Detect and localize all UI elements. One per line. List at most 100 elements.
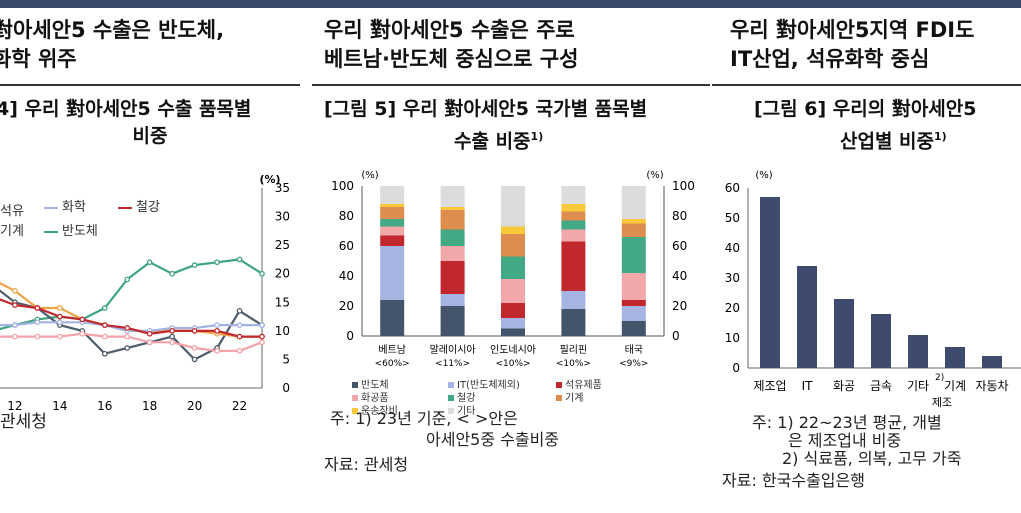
data-point (34, 305, 41, 311)
axis-label: 제조 (932, 396, 952, 408)
legend-swatch (44, 230, 58, 233)
figure-title: [그림 6] 우리의 對아세안5 산업별 비중1) (754, 96, 1021, 155)
legend-item: 철강 (448, 389, 475, 404)
x-tick-label: 화공 (833, 379, 855, 393)
bar-segment (380, 300, 405, 336)
y-tick-label: 40 (725, 241, 740, 255)
legend-item: 화공품 (352, 389, 389, 404)
bar-segment (621, 186, 646, 219)
legend-item: 기타 (448, 402, 475, 417)
y-tick-label: 0 (732, 361, 740, 375)
data-point (146, 339, 153, 346)
figure-title-line-1: [그림 5] 우리 對아세안5 국가별 품목별 (324, 98, 648, 120)
x-tick-share: <10%> (495, 359, 530, 369)
heading-line-1: 對아세안5 수출은 반도체, (0, 18, 225, 42)
data-point (146, 259, 153, 266)
y-tick-label-right: 100 (672, 179, 695, 193)
y-tick-label-right: 0 (672, 329, 680, 343)
x-tick-share: <9%> (619, 359, 648, 369)
figure-title: [그림 5] 우리 對아세안5 국가별 품목별 수출 비중1) (324, 96, 710, 155)
bar-segment (380, 235, 405, 246)
figure-title-line-2: 비중 (132, 125, 168, 147)
y-tick-label: 20 (725, 301, 740, 315)
bar-segment (561, 229, 586, 242)
bar-segment (561, 220, 586, 230)
bar-segment (380, 219, 405, 227)
x-tick-label: IT (802, 379, 814, 393)
section-rule (0, 84, 300, 86)
legend-swatch (448, 395, 454, 401)
y-tick-label: 30 (275, 210, 290, 224)
bar-segment (621, 321, 646, 336)
data-point (191, 262, 198, 268)
heading-line-2: 베트남·반도체 중심으로 구성 (324, 47, 579, 71)
panel-fdi-share-by-industry: 우리 對아세안5지역 FDI도 IT산업, 석유화학 중심 [그림 6] 우리의… (712, 8, 1021, 513)
bar-segment (561, 211, 586, 221)
y-tick-label-right: 40 (672, 269, 687, 283)
footnote-line-1: 주: 1) 23년 기준, < >안은 (330, 409, 518, 428)
data-point (236, 308, 243, 314)
data-point (12, 302, 18, 308)
data-point (12, 288, 18, 294)
unit-label: (%) (259, 173, 280, 186)
bar-segment (621, 219, 646, 224)
x-tick-label: 18 (142, 399, 157, 413)
legend-item: 운송장비 (352, 402, 398, 417)
heading-line-2: IT산업, 석유화학 중심 (730, 47, 930, 71)
legend-label: 반도체 (361, 380, 389, 391)
data-point (101, 322, 108, 328)
y-tick-label-right: 80 (672, 209, 687, 223)
data-point (56, 305, 63, 311)
unit-label-left: (%) (361, 170, 378, 181)
footnote-mark: 1) (934, 130, 947, 143)
bar-segment (561, 291, 586, 309)
y-tick-label: 0 (282, 381, 290, 395)
y-tick-label: 35 (275, 181, 290, 195)
data-point (34, 333, 41, 340)
legend-item: 기계 (556, 389, 583, 404)
series-line (0, 282, 262, 338)
y-tick-label: 50 (725, 211, 740, 225)
bar-segment (380, 246, 405, 300)
data-point (56, 319, 63, 326)
y-tick-label-left: 100 (331, 179, 354, 193)
data-point (169, 328, 176, 334)
x-tick-label: 제조업 (753, 379, 786, 393)
bar-segment (501, 303, 525, 318)
legend-label: 반도체 (62, 224, 98, 239)
data-point (214, 348, 220, 354)
section-heading: 우리 對아세안5지역 FDI도 IT산업, 석유화학 중심 (730, 16, 974, 74)
x-tick-label: 22 (232, 399, 247, 413)
section-heading: 對아세안5 수출은 반도체, 화학 위주 (0, 16, 224, 74)
data-point (259, 270, 265, 277)
x-tick-share: <60%> (375, 359, 410, 369)
section-heading: 우리 對아세안5 수출은 주로 베트남·반도체 중심으로 구성 (324, 16, 578, 74)
data-point (124, 276, 131, 283)
legend-label: 철강 (457, 393, 476, 404)
bar-segment (501, 186, 525, 227)
legend-label: 운송장비 (361, 406, 398, 417)
legend-label: 화공품 (361, 393, 389, 404)
x-tick-label: 말레이시아 (430, 344, 476, 356)
legend-label: 기계 (0, 224, 24, 239)
y-tick-label: 20 (275, 267, 290, 281)
data-point (214, 322, 220, 328)
legend-label: 화학 (62, 200, 86, 215)
legend-swatch (352, 382, 358, 388)
x-tick-share: <10%> (556, 359, 591, 369)
y-tick-label: 5 (282, 352, 290, 366)
x-tick-share: <11%> (435, 359, 470, 369)
bar-segment (380, 226, 405, 236)
legend-item: 석유제품 (556, 376, 602, 391)
bar-segment (501, 279, 525, 303)
bar-segment (440, 210, 465, 230)
bar-segment (501, 256, 525, 279)
data-point (259, 339, 265, 346)
source-note: 자료: 관세청 (324, 455, 409, 474)
data-point (236, 348, 243, 354)
bar-segment (440, 306, 465, 336)
y-tick-label-left: 20 (339, 299, 354, 313)
data-point (191, 328, 198, 334)
y-tick-label-left: 80 (339, 209, 354, 223)
bar-segment (440, 229, 465, 246)
